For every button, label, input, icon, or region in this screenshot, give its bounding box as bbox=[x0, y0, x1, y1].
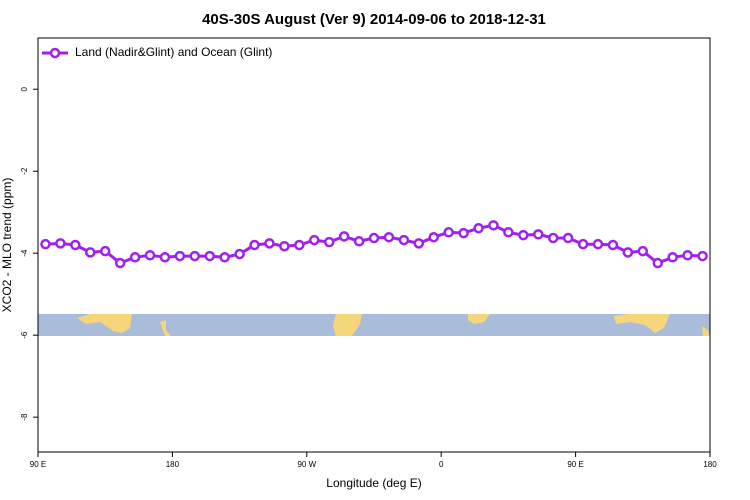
data-point bbox=[55, 238, 66, 249]
data-point bbox=[234, 248, 245, 260]
data-point bbox=[667, 252, 678, 263]
data-point bbox=[249, 239, 260, 251]
y-tick-label: -6 bbox=[20, 331, 29, 339]
y-tick-label: -8 bbox=[20, 413, 29, 421]
data-point bbox=[607, 239, 619, 251]
data-point bbox=[547, 232, 559, 244]
data-point bbox=[129, 252, 141, 263]
chart-title: 40S-30S August (Ver 9) 2014-09-06 to 201… bbox=[202, 11, 546, 28]
data-point bbox=[413, 238, 425, 249]
x-tick-label: 0 bbox=[439, 460, 444, 469]
data-point bbox=[40, 238, 51, 250]
x-axis-label: Longitude (deg E) bbox=[326, 476, 421, 490]
data-point bbox=[533, 229, 544, 240]
data-point bbox=[70, 239, 81, 251]
data-point bbox=[294, 239, 305, 251]
data-point bbox=[488, 220, 499, 231]
series-line bbox=[45, 223, 703, 265]
data-point bbox=[682, 249, 693, 261]
data-point bbox=[279, 240, 290, 252]
x-tick-label: 90 E bbox=[567, 460, 583, 469]
y-tick-label: 0 bbox=[20, 86, 29, 91]
x-tick-label: 180 bbox=[703, 460, 717, 469]
x-tick-label: 180 bbox=[166, 460, 180, 469]
data-point bbox=[428, 231, 439, 243]
data-point bbox=[592, 238, 604, 250]
data-point bbox=[398, 234, 410, 246]
data-point bbox=[458, 227, 469, 239]
data-point bbox=[652, 257, 663, 269]
legend-marker bbox=[49, 47, 61, 59]
data-point bbox=[85, 247, 96, 258]
data-point bbox=[443, 227, 454, 238]
data-point bbox=[577, 238, 589, 250]
data-point bbox=[338, 231, 350, 242]
data-point bbox=[473, 222, 484, 234]
data-point bbox=[204, 250, 215, 262]
y-axis-label: XCO2 - MLO trend (ppm) bbox=[0, 178, 14, 313]
y-tick-label: -2 bbox=[20, 167, 29, 175]
data-point bbox=[697, 250, 708, 262]
data-point bbox=[264, 238, 275, 249]
data-point bbox=[353, 236, 365, 247]
data-point bbox=[368, 232, 380, 244]
legend-label: Land (Nadir&Glint) and Ocean (Glint) bbox=[75, 45, 272, 59]
data-point bbox=[622, 247, 634, 258]
data-point bbox=[99, 245, 111, 257]
y-tick-label: -4 bbox=[20, 249, 29, 257]
data-point bbox=[562, 232, 574, 244]
plot-frame bbox=[37, 37, 711, 453]
data-point bbox=[219, 252, 230, 263]
data-point bbox=[144, 249, 156, 261]
data-point bbox=[174, 250, 186, 262]
x-tick-label: 90 W bbox=[297, 460, 316, 469]
data-point bbox=[518, 229, 529, 241]
data-point bbox=[114, 257, 126, 269]
data-point bbox=[323, 236, 335, 248]
data-point bbox=[309, 234, 320, 246]
data-point bbox=[383, 231, 395, 243]
data-point bbox=[503, 227, 514, 238]
x-tick-label: 90 E bbox=[30, 460, 46, 469]
data-point bbox=[637, 245, 649, 257]
data-point bbox=[159, 252, 171, 263]
data-point bbox=[189, 250, 201, 262]
map-strip bbox=[38, 314, 710, 336]
